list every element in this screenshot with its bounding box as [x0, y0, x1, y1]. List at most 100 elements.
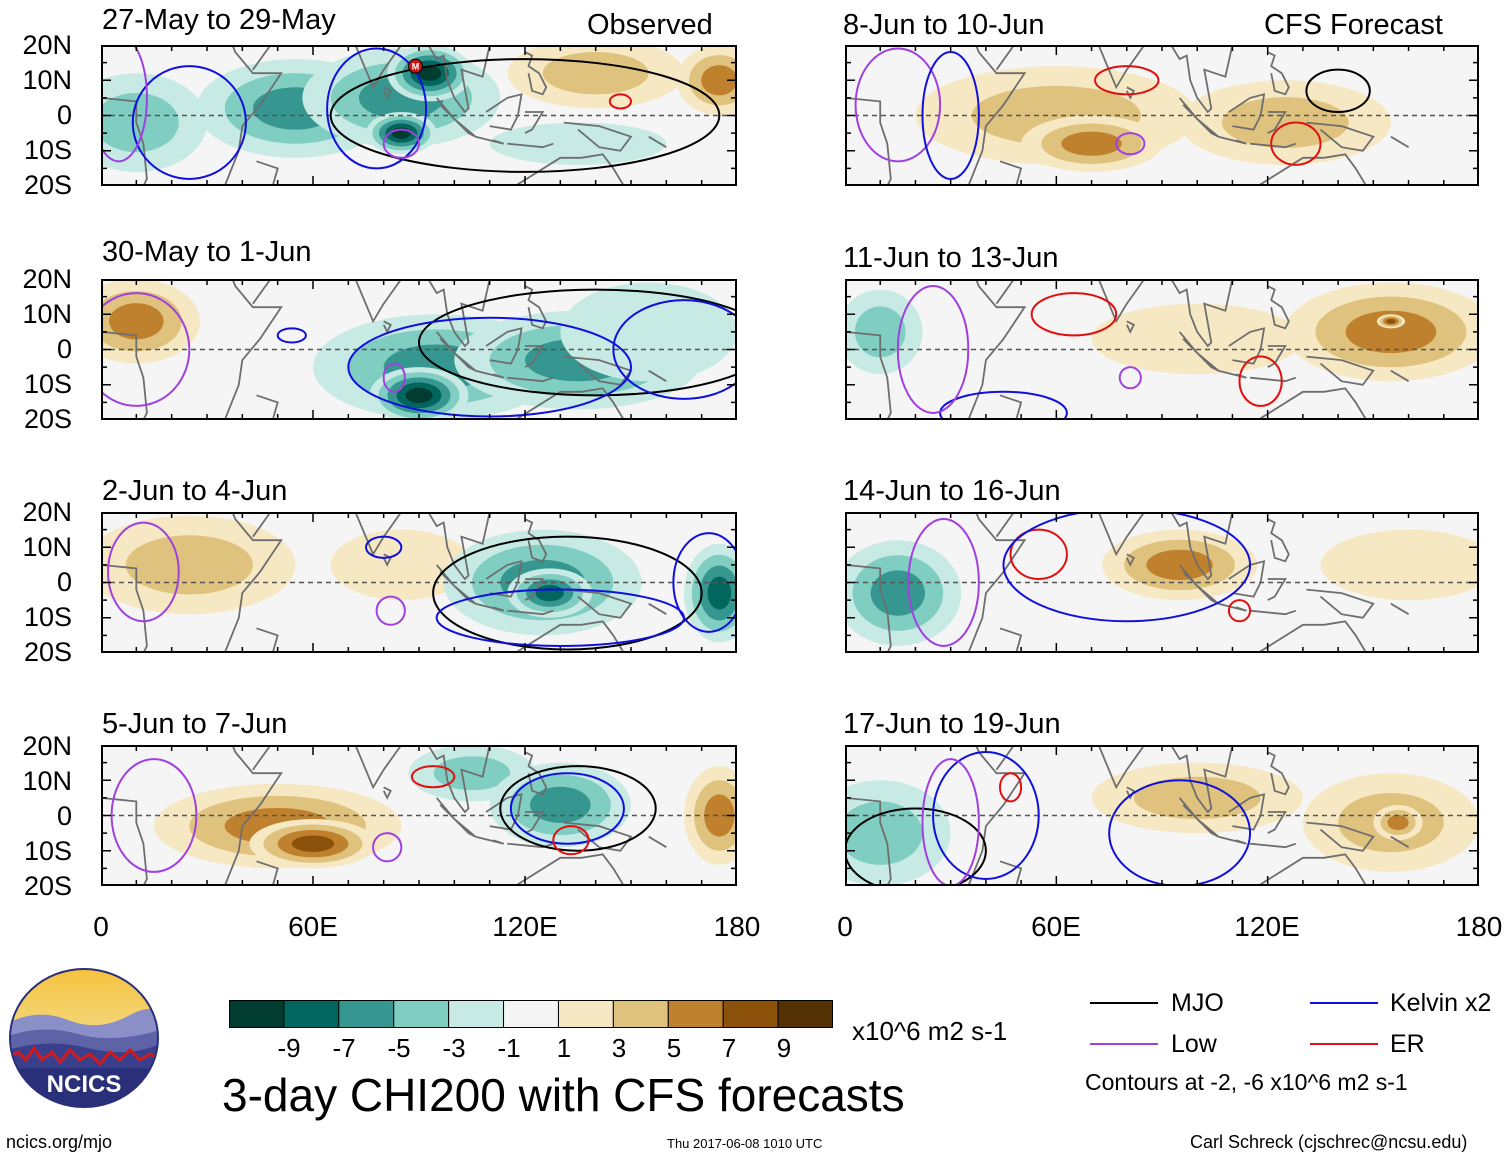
coastline — [1267, 518, 1290, 563]
coastline — [957, 45, 1027, 186]
observed-header: Observed — [587, 9, 713, 41]
coastline — [485, 560, 523, 598]
lon-label-left-120e: 120E — [492, 911, 558, 942]
coastline — [845, 797, 892, 886]
contour-kelvin — [509, 772, 625, 845]
coastline — [1267, 51, 1290, 96]
contour-low — [854, 47, 942, 163]
coastline — [524, 518, 548, 563]
chi200-anomaly-blob — [845, 104, 916, 162]
coastline — [957, 512, 1027, 653]
chi200-anomaly-blob — [707, 576, 732, 610]
coastline — [1218, 835, 1247, 845]
contour-kelvin — [131, 65, 247, 180]
coastline — [337, 279, 403, 324]
coastline — [524, 811, 545, 834]
chi200-anomaly-blob — [1146, 549, 1213, 580]
chi200-anomaly-blob — [1221, 97, 1349, 148]
lon-label-right-0: 0 — [837, 911, 853, 942]
panel-title-right-3: 14-Jun to 16-Jun — [843, 475, 1061, 507]
coastline — [485, 327, 523, 365]
coastline — [1228, 560, 1266, 598]
lat-label: 20S — [23, 637, 72, 667]
panel-title-right-2: 11-Jun to 13-Jun — [843, 242, 1059, 274]
lon-label-right-60e: 60E — [1031, 911, 1081, 942]
colorbar-swatch — [777, 1000, 833, 1028]
coastline — [475, 135, 505, 145]
coastline — [524, 345, 545, 368]
coastline — [1081, 512, 1146, 557]
map-panel-observed-2 — [101, 279, 737, 420]
colorbar-swatch — [393, 1000, 450, 1028]
coastline — [1162, 512, 1234, 581]
colorbar-value: 3 — [611, 1033, 627, 1063]
coastline — [1306, 588, 1375, 619]
lat-label: 10S — [23, 369, 72, 399]
contour-er — [1094, 65, 1160, 96]
coastline — [214, 745, 283, 886]
legend-line-low — [1090, 1043, 1158, 1045]
map-panel-forecast-1 — [845, 45, 1479, 186]
contour-kelvin — [276, 327, 307, 344]
chi200-anomaly-blob — [701, 65, 737, 96]
coastline — [337, 512, 403, 557]
coastline — [500, 387, 625, 420]
coastline — [507, 609, 554, 616]
lon-label-right-180: 180 — [1455, 911, 1503, 942]
coastline — [1267, 751, 1290, 796]
coastline — [500, 853, 625, 886]
footer-timestamp: Thu 2017-06-08 1010 UTC — [667, 1136, 823, 1151]
coastline — [1390, 135, 1410, 148]
coastline — [101, 564, 148, 653]
contour-er — [608, 93, 633, 110]
lat-label: 10N — [22, 766, 72, 796]
contour-er — [552, 825, 590, 856]
map-panel-forecast-2 — [845, 279, 1479, 420]
contour-low — [1115, 132, 1146, 156]
coastline — [419, 512, 491, 581]
contour-kelvin — [932, 751, 1040, 880]
coastline — [337, 45, 403, 90]
coastline — [1243, 387, 1368, 420]
colorbar-swatch — [503, 1000, 559, 1028]
coastline — [1125, 320, 1136, 334]
map-panel-observed-4 — [101, 745, 737, 886]
map-panel-forecast-4 — [845, 745, 1479, 886]
coastline — [845, 331, 892, 420]
contour-mjo — [418, 288, 737, 397]
contour-mjo — [499, 765, 657, 852]
lat-label: 20S — [23, 871, 72, 901]
mjo-marker-label: M — [412, 62, 420, 72]
chi200-anomaly-blob — [704, 794, 735, 837]
coastline — [1306, 121, 1375, 152]
coastline — [500, 153, 625, 186]
panel-title-left-2: 30-May to 1-Jun — [102, 236, 312, 268]
contour-low — [101, 292, 191, 407]
legend-label-er: ER — [1390, 1030, 1425, 1058]
chi200-anomaly-blob — [109, 303, 164, 340]
contour-mjo — [1305, 68, 1371, 113]
contour-er — [1030, 292, 1118, 337]
contour-kelvin — [921, 51, 980, 180]
coastline — [957, 279, 1027, 420]
coastline — [1390, 835, 1410, 848]
contour-mjo — [329, 58, 721, 173]
coastline — [214, 279, 283, 420]
coastline — [1306, 355, 1375, 386]
colorbar-value: -5 — [387, 1033, 411, 1063]
chi200-anomaly-blob — [870, 570, 926, 616]
chi200-anomaly-blob — [1091, 303, 1303, 375]
contour-kelvin — [939, 390, 1068, 420]
colorbar-value: -1 — [497, 1033, 521, 1063]
lat-label: 20N — [22, 30, 72, 60]
coastline — [1267, 285, 1290, 330]
coastline — [475, 369, 505, 379]
contour-low — [375, 595, 406, 626]
colorbar-value: 1 — [556, 1033, 572, 1063]
coastline — [1218, 135, 1247, 145]
chi200-anomaly-blob — [535, 584, 564, 602]
coastline — [382, 86, 392, 100]
legend-line-mjo — [1090, 1002, 1158, 1004]
mjo-marker — [407, 58, 423, 74]
coastline — [1081, 745, 1146, 790]
